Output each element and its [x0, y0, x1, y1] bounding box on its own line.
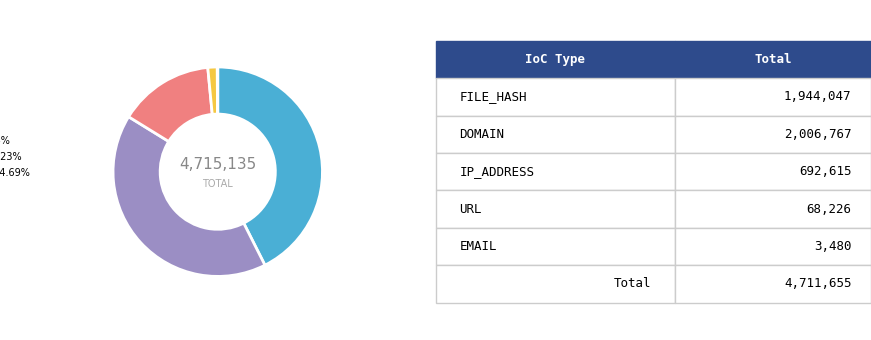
Text: 4,715,135: 4,715,135	[179, 157, 256, 172]
Wedge shape	[129, 67, 213, 141]
Wedge shape	[218, 67, 322, 265]
Wedge shape	[113, 117, 265, 276]
Wedge shape	[208, 67, 218, 114]
Legend: DOMAIN   42.56%, FILE_HASH   41.23%, IP_ADDRESS   14.69%, URL   1.45%, EMAIL   0: DOMAIN 42.56%, FILE_HASH 41.23%, IP_ADDR…	[0, 132, 33, 211]
Text: TOTAL: TOTAL	[202, 179, 233, 189]
